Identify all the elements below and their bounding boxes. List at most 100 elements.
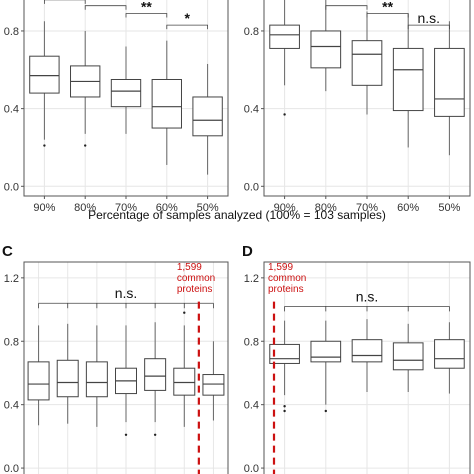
box-3 xyxy=(351,319,383,392)
annotation-text: proteins xyxy=(268,284,304,295)
box-iqr xyxy=(27,361,50,401)
outlier-point xyxy=(84,144,87,147)
box-iqr xyxy=(202,374,225,396)
y-tick-label: 0.8 xyxy=(4,26,19,38)
box-iqr xyxy=(269,24,300,49)
box-iqr xyxy=(351,339,383,363)
box-5 xyxy=(192,63,223,175)
x-tick-label: 90% xyxy=(33,202,55,214)
y-tick-label: 0.4 xyxy=(4,400,19,412)
ns-label: n.s. xyxy=(356,288,379,304)
box-iqr xyxy=(110,78,142,108)
box-iqr xyxy=(351,40,383,86)
box-4 xyxy=(115,325,137,436)
panel-letter: D xyxy=(242,243,253,260)
box-iqr xyxy=(85,361,108,398)
significance-label: ** xyxy=(382,0,393,14)
box-5 xyxy=(434,322,465,394)
y-tick-label: 1.2 xyxy=(4,273,19,285)
significance-bracket xyxy=(407,24,450,30)
box-iqr xyxy=(56,359,79,398)
x-tick-label: 70% xyxy=(115,202,137,214)
significance-bracket xyxy=(166,24,208,30)
significance-label: n.s. xyxy=(418,10,441,26)
y-tick-label: 0.8 xyxy=(244,336,259,348)
box-1 xyxy=(269,320,300,413)
outlier-point xyxy=(324,409,327,413)
box-iqr xyxy=(192,96,223,137)
y-tick-label: 0.0 xyxy=(4,463,19,474)
x-tick-label: 90% xyxy=(274,202,296,214)
box-4 xyxy=(392,13,424,148)
box-3 xyxy=(351,11,383,115)
y-tick-label: 0.8 xyxy=(4,336,19,348)
box-iqr xyxy=(310,30,342,69)
outlier-point xyxy=(283,113,286,116)
box-2 xyxy=(310,0,342,92)
shared-x-axis-label: Percentage of samples analyzed (100% = 1… xyxy=(88,208,386,222)
significance-bracket xyxy=(44,0,86,4)
annotation-text: proteins xyxy=(177,284,213,295)
significance-label: ** xyxy=(141,0,152,14)
box-iqr xyxy=(173,367,196,396)
panel-b: 0.0 0.4 0.8 90% 80% 70% 60% 50% ** ** n.s. xyxy=(244,0,471,214)
x-tick-label: 50% xyxy=(438,202,460,214)
y-tick-label: 1.2 xyxy=(244,273,259,285)
box-4 xyxy=(151,40,182,165)
box-5 xyxy=(434,21,465,156)
outlier-point xyxy=(124,433,128,436)
significance-bracket xyxy=(366,13,409,18)
significance-bracket xyxy=(325,5,368,10)
y-tick-label: 0.4 xyxy=(244,400,259,412)
y-tick-label: 0.4 xyxy=(244,104,259,116)
box-iqr xyxy=(144,358,167,391)
annotation-text: common xyxy=(268,273,306,284)
box-6 xyxy=(173,311,196,427)
panel-a: 0.00.40.890%80%70%60%50%****** xyxy=(4,0,229,214)
plot-frame xyxy=(23,261,229,474)
box-5 xyxy=(144,322,167,436)
significance-label: * xyxy=(62,0,68,1)
ns-label: n.s. xyxy=(115,285,138,301)
annotation-text: common xyxy=(177,273,215,284)
box-iqr xyxy=(29,55,60,94)
x-tick-label: 60% xyxy=(156,202,178,214)
x-tick-label: 60% xyxy=(397,202,419,214)
box-1 xyxy=(27,325,50,426)
box-7 xyxy=(202,341,225,421)
y-tick-label: 0.0 xyxy=(244,463,259,474)
significance-label: ** xyxy=(100,0,111,7)
significance-bracket xyxy=(84,5,127,10)
x-tick-label: 50% xyxy=(197,202,219,214)
box-iqr xyxy=(434,339,465,369)
x-tick-label: 80% xyxy=(315,202,337,214)
box-2 xyxy=(56,323,79,424)
y-tick-label: 0.8 xyxy=(244,26,259,38)
y-tick-label: 0.4 xyxy=(4,104,19,116)
box-2 xyxy=(70,30,101,147)
significance-label: * xyxy=(184,10,190,26)
panel-letter: C xyxy=(2,243,13,260)
annotation-text: 1,599 xyxy=(268,262,293,273)
box-iqr xyxy=(392,47,424,112)
outlier-point xyxy=(153,433,157,436)
outlier-point xyxy=(183,311,186,314)
box-1 xyxy=(29,21,60,147)
x-tick-label: 70% xyxy=(356,202,378,214)
box-4 xyxy=(392,323,424,392)
y-tick-label: 0.0 xyxy=(244,181,259,193)
box-3 xyxy=(85,325,108,427)
box-iqr xyxy=(434,47,465,117)
box-3 xyxy=(110,46,142,134)
outlier-point xyxy=(283,405,286,408)
significance-bracket xyxy=(125,13,168,18)
box-1 xyxy=(269,0,300,116)
box-iqr xyxy=(151,78,182,129)
plot-frame xyxy=(263,261,471,474)
box-iqr xyxy=(310,340,342,363)
outlier-point xyxy=(43,144,46,147)
y-tick-label: 0.0 xyxy=(4,181,19,193)
